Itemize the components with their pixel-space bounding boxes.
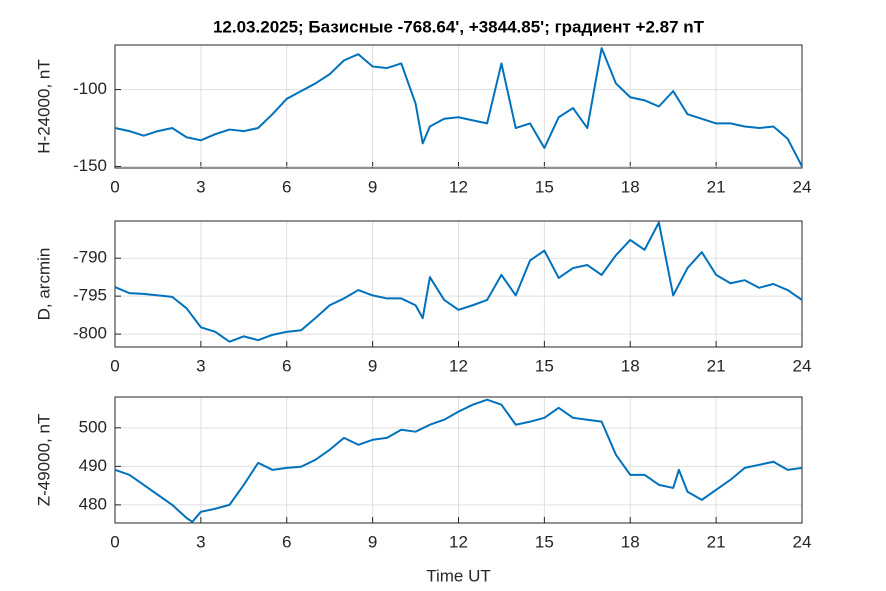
x-tick-label: 15 xyxy=(535,177,554,196)
axes-box xyxy=(114,44,803,169)
x-tick-label: 9 xyxy=(368,356,377,375)
x-tick-label: 9 xyxy=(368,177,377,196)
x-tick-label: 3 xyxy=(196,177,205,196)
x-tick-label: 0 xyxy=(110,356,119,375)
x-tick-label: 18 xyxy=(621,177,640,196)
x-tick-label: 24 xyxy=(793,177,812,196)
x-tick-label: 15 xyxy=(535,356,554,375)
y-tick-label: -150 xyxy=(73,156,107,175)
data-line xyxy=(114,47,803,167)
y-tick-label: -800 xyxy=(73,324,107,343)
x-tick-label: 24 xyxy=(793,532,812,551)
x-tick-label: 3 xyxy=(196,532,205,551)
y-tick-label: -100 xyxy=(73,79,107,98)
axes-box xyxy=(114,396,803,524)
x-tick-label: 15 xyxy=(535,532,554,551)
x-tick-label: 6 xyxy=(282,177,291,196)
chart-title: 12.03.2025; Базисные -768.64', +3844.85'… xyxy=(213,17,705,36)
y-tick-label: 500 xyxy=(79,417,107,436)
x-tick-label: 21 xyxy=(707,177,726,196)
x-tick-label: 12 xyxy=(449,177,468,196)
y-axis-label: D, arcmin xyxy=(34,248,53,321)
x-tick-label: 6 xyxy=(282,356,291,375)
data-line xyxy=(114,398,803,523)
x-axis-label: Time UT xyxy=(426,566,491,585)
x-tick-label: 6 xyxy=(282,532,291,551)
x-tick-label: 18 xyxy=(621,356,640,375)
y-tick-label: 480 xyxy=(79,494,107,513)
x-tick-label: 24 xyxy=(793,356,812,375)
x-tick-label: 21 xyxy=(707,356,726,375)
x-tick-label: 3 xyxy=(196,356,205,375)
y-tick-label: -795 xyxy=(73,286,107,305)
x-tick-label: 12 xyxy=(449,356,468,375)
x-tick-label: 21 xyxy=(707,532,726,551)
axes-box xyxy=(114,220,803,348)
y-axis-label: H-24000, nT xyxy=(34,59,53,154)
y-tick-label: -790 xyxy=(73,248,107,267)
data-line xyxy=(114,221,803,343)
x-tick-label: 12 xyxy=(449,532,468,551)
x-tick-label: 0 xyxy=(110,177,119,196)
x-tick-label: 18 xyxy=(621,532,640,551)
x-tick-label: 9 xyxy=(368,532,377,551)
y-axis-label: Z-49000, nT xyxy=(34,414,53,507)
y-tick-label: 490 xyxy=(79,456,107,475)
x-tick-label: 0 xyxy=(110,532,119,551)
